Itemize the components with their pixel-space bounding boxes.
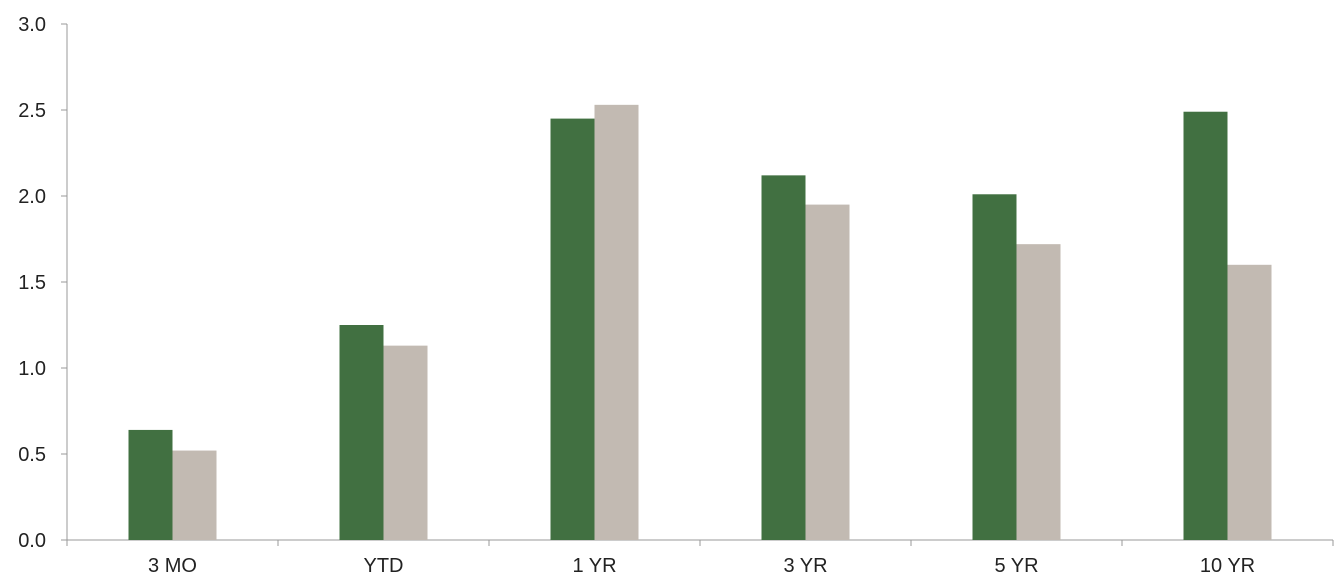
x-tick-label: YTD (364, 555, 404, 577)
y-tick-label: 2.0 (18, 186, 46, 208)
y-tick-label: 3.0 (18, 14, 46, 36)
y-tick-label: 0.5 (18, 444, 46, 466)
x-tick-label: 10 YR (1200, 555, 1255, 577)
bar-series-1-5-yr (972, 194, 1017, 540)
x-tick-label: 3 YR (783, 555, 827, 577)
bar-series-2-10-yr (1227, 264, 1272, 540)
bar-series-2-1-yr (594, 104, 639, 540)
x-tick-label: 5 YR (994, 555, 1038, 577)
bars (128, 104, 1272, 541)
bar-series-1-ytd (339, 325, 384, 540)
x-tick-label: 1 YR (572, 555, 616, 577)
bar-series-1-1-yr (550, 118, 595, 540)
y-tick-label: 2.5 (18, 100, 46, 122)
y-axis: 0.0 0.5 1.0 1.5 2.0 2.5 3.0 (18, 14, 68, 552)
bar-series-2-3-mo (172, 450, 217, 540)
bar-series-2-3-yr (805, 204, 850, 540)
bar-series-1-3-yr (761, 175, 806, 541)
bar-series-1-3-mo (128, 429, 173, 540)
y-tick-label: 1.5 (18, 272, 46, 294)
bar-series-1-10-yr (1183, 111, 1228, 540)
x-axis: 3 MO YTD 1 YR 3 YR 5 YR 10 YR (66, 539, 1334, 577)
y-tick-label: 0.0 (18, 530, 46, 552)
bar-series-2-5-yr (1016, 244, 1061, 540)
x-tick-label: 3 MO (148, 555, 197, 577)
bar-series-2-ytd (383, 345, 428, 540)
y-tick-label: 1.0 (18, 358, 46, 380)
